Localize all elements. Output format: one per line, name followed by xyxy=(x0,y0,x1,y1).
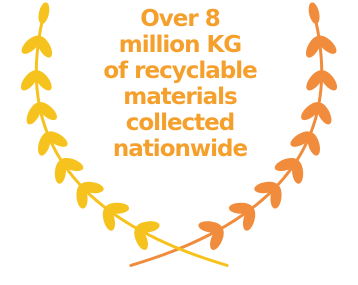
text-line: million KG xyxy=(119,32,242,58)
laurel-badge: Over 8 million KG of recyclable material… xyxy=(0,0,358,285)
badge-text: Over 8 million KG of recyclable material… xyxy=(103,6,257,162)
text-line: of recyclable xyxy=(103,58,257,84)
text-line: nationwide xyxy=(113,136,248,162)
text-line: Over 8 xyxy=(140,6,220,32)
leaf xyxy=(307,1,321,25)
leaf xyxy=(37,1,51,25)
text-line: materials xyxy=(123,84,237,110)
text-line: collected xyxy=(126,110,235,136)
page: Over 8 million KG of recyclable material… xyxy=(0,0,358,285)
